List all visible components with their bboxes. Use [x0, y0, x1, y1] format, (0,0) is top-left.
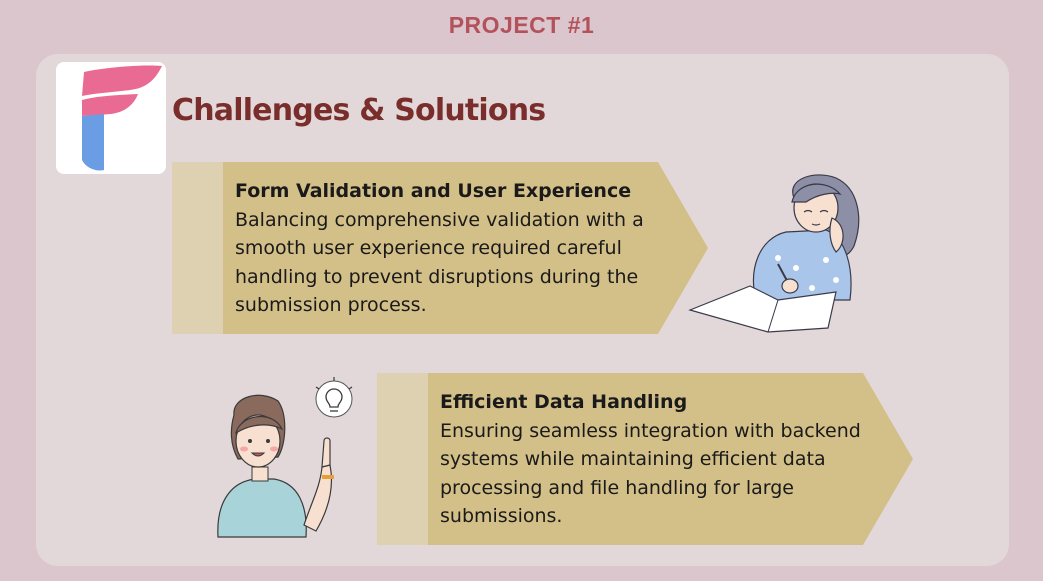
challenge-body: Balancing comprehensive validation with … — [235, 208, 644, 317]
challenge-body: Ensuring seamless integration with backe… — [440, 419, 861, 528]
girl-idea-icon — [217, 377, 353, 538]
challenge-text: Form Validation and User Experience Bala… — [235, 177, 665, 320]
challenge-card: Efficient Data Handling Ensuring seamles… — [377, 373, 917, 545]
section-title: Challenges & Solutions — [172, 93, 546, 128]
arrow-shape — [172, 162, 708, 334]
challenge-heading: Efficient Data Handling — [440, 391, 688, 413]
letter-f-logo-icon — [82, 65, 162, 171]
challenge-card: Form Validation and User Experience Bala… — [172, 162, 712, 334]
arrow-shape — [377, 373, 913, 545]
app-logo — [56, 62, 166, 174]
challenge-text: Efficient Data Handling Ensuring seamles… — [440, 388, 880, 531]
project-label: PROJECT #1 — [448, 12, 595, 38]
girl-thinking-icon — [688, 174, 860, 333]
challenge-heading: Form Validation and User Experience — [235, 180, 632, 202]
girl-thinking-illustration — [686, 168, 866, 334]
girl-idea-illustration — [212, 375, 362, 540]
